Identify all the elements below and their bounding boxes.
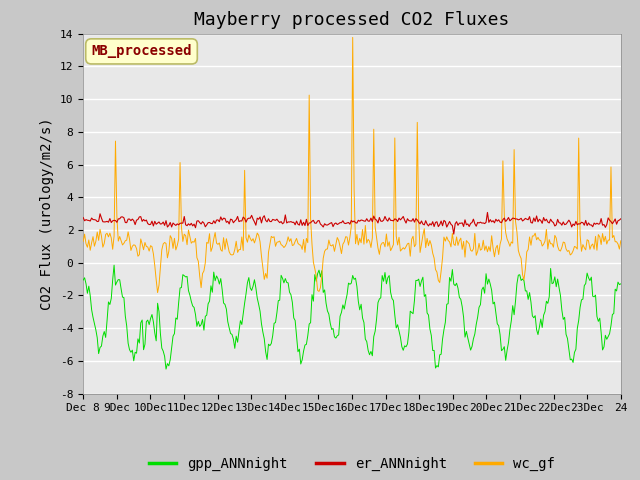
Text: MB_processed: MB_processed (92, 44, 192, 59)
Legend: gpp_ANNnight, er_ANNnight, wc_gf: gpp_ANNnight, er_ANNnight, wc_gf (143, 451, 561, 476)
Title: Mayberry processed CO2 Fluxes: Mayberry processed CO2 Fluxes (195, 11, 509, 29)
Y-axis label: CO2 Flux (urology/m2/s): CO2 Flux (urology/m2/s) (40, 117, 54, 310)
